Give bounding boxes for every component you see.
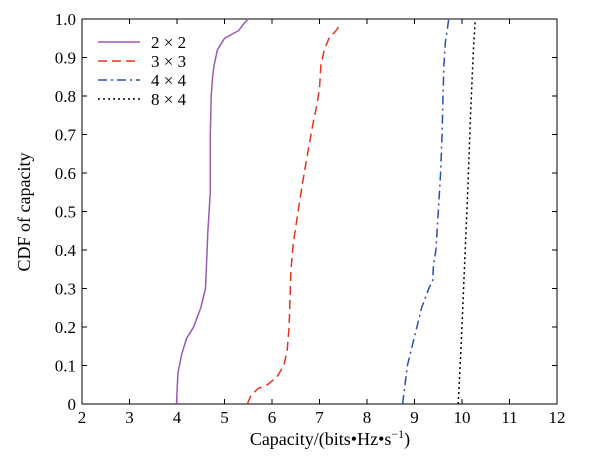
x-axis-label: Capacity/(bits•Hz•s−1): [250, 427, 410, 450]
legend-label-1: 2 × 2: [151, 33, 186, 52]
legend-label-2: 3 × 3: [151, 52, 186, 71]
y-tick-label: 0.4: [55, 241, 77, 260]
legend: 2 × 23 × 34 × 48 × 4: [98, 33, 187, 109]
x-tick-label: 11: [501, 408, 517, 427]
y-tick-label: 0.9: [55, 49, 76, 68]
series-lines: [175, 18, 477, 405]
x-tick-label: 4: [173, 408, 182, 427]
x-tick-label: 9: [410, 408, 419, 427]
x-tick-label: 3: [125, 408, 134, 427]
series-line-2: [246, 22, 342, 405]
series-line-4: [457, 18, 477, 405]
y-tick-label: 0.1: [55, 357, 76, 376]
x-tick-label: 6: [268, 408, 277, 427]
y-tick-label: 0.3: [55, 280, 76, 299]
x-tick-label: 7: [315, 408, 324, 427]
y-tick-label: 0.7: [55, 126, 77, 145]
series-line-1: [175, 18, 249, 405]
y-axis-label: CDF of capacity: [14, 153, 34, 272]
y-tick-label: 0.6: [55, 164, 76, 183]
x-tick-label: 10: [454, 408, 471, 427]
series-line-3: [401, 18, 450, 405]
legend-label-3: 4 × 4: [151, 71, 187, 90]
x-tick-label: 2: [78, 408, 87, 427]
y-tick-label: 0: [68, 395, 77, 414]
x-tick-label: 8: [363, 408, 372, 427]
y-tick-labels: 0 0.1 0.2 0.3 0.4 0.5 0.6 0.7 0.8 0.9 1.0: [55, 10, 77, 414]
axes: [81, 18, 558, 405]
y-tick-label: 0.2: [55, 318, 76, 337]
x-tick-labels: 2 3 4 5 6 7 8 9 10 11 12: [78, 408, 566, 427]
x-tick-label: 12: [549, 408, 566, 427]
y-tick-label: 0.5: [55, 203, 76, 222]
y-tick-label: 1.0: [55, 10, 76, 29]
y-tick-label: 0.8: [55, 87, 76, 106]
legend-label-4: 8 × 4: [151, 90, 187, 109]
x-tick-label: 5: [220, 408, 229, 427]
